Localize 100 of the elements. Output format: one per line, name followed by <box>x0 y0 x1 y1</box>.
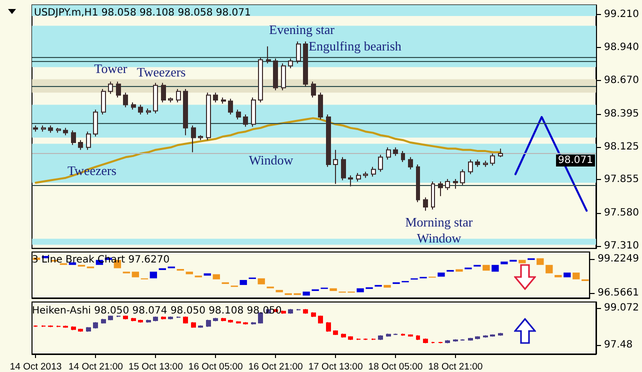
y-tick-label: 97.310 <box>604 240 640 252</box>
y-tick-label: 99.072 <box>604 302 640 314</box>
annotation: Tweezers <box>136 64 186 80</box>
candlestick <box>453 178 458 190</box>
candlestick <box>183 316 188 324</box>
candlestick <box>468 337 473 342</box>
bar <box>500 262 508 264</box>
bar <box>212 274 220 280</box>
annotation: Morning star <box>405 214 474 230</box>
ref-line-label: 98.071 <box>558 154 594 166</box>
candlestick <box>490 152 495 166</box>
candlestick <box>281 310 286 314</box>
annotation: Window <box>248 152 294 168</box>
candlestick <box>206 92 211 141</box>
candlestick <box>438 180 443 197</box>
x-tick-label: 14 Oct 21:00 <box>68 362 123 372</box>
candlestick <box>71 326 76 331</box>
bar <box>330 288 337 291</box>
candlestick <box>445 340 450 344</box>
y-tick-label: 98.395 <box>604 108 640 120</box>
candlestick <box>86 131 91 150</box>
candlestick <box>213 317 218 322</box>
y-tick-label: 99.2249 <box>598 253 640 264</box>
candlestick <box>333 149 338 184</box>
bar <box>536 258 544 265</box>
candlestick <box>236 109 241 120</box>
candlestick <box>123 315 128 320</box>
candlestick <box>378 154 383 172</box>
bar <box>546 264 553 274</box>
candlestick <box>363 171 368 178</box>
candlestick <box>393 333 398 336</box>
candlestick <box>161 82 166 103</box>
candlestick <box>318 92 323 120</box>
candlestick <box>453 338 458 342</box>
bar <box>132 272 140 278</box>
y-tick-label: 97.855 <box>604 174 640 186</box>
candlestick <box>48 125 53 134</box>
candlestick <box>138 319 143 324</box>
candlestick <box>401 333 405 336</box>
candlestick <box>221 317 226 322</box>
candlestick <box>258 56 263 103</box>
bar <box>150 272 158 278</box>
candlestick <box>48 324 53 328</box>
candlestick <box>475 159 480 168</box>
candlestick <box>498 332 503 336</box>
candlestick <box>198 324 203 328</box>
candlestick <box>56 325 61 328</box>
chart-title: USDJPY.m,H1 98.058 98.108 98.058 98.071 <box>34 8 251 18</box>
candlestick <box>483 334 488 338</box>
candlestick <box>236 320 241 324</box>
candlestick <box>93 322 98 329</box>
candlestick <box>116 81 121 98</box>
candlestick <box>431 180 435 210</box>
candlestick <box>251 97 256 128</box>
candlestick <box>288 308 293 314</box>
candlestick <box>378 334 383 340</box>
candlestick <box>371 166 376 178</box>
candlestick <box>146 108 151 116</box>
candlestick <box>243 322 248 325</box>
candlestick <box>386 333 391 338</box>
bar <box>492 264 499 272</box>
y-tick-label: 99.210 <box>604 9 640 20</box>
candlestick <box>318 315 323 324</box>
x-tick-label: 15 Oct 13:00 <box>128 362 183 372</box>
candlestick <box>198 134 203 141</box>
candlestick <box>153 316 158 322</box>
candlestick <box>168 97 173 103</box>
bar <box>258 278 265 284</box>
candlestick <box>333 330 338 336</box>
annotation: Engulfing bearish <box>308 38 402 54</box>
candlestick <box>408 334 413 338</box>
candlestick <box>386 146 391 160</box>
candlestick <box>63 127 68 136</box>
candlestick <box>311 312 316 318</box>
candlestick <box>445 178 450 191</box>
candlestick <box>423 196 428 212</box>
y-tick-label: 97.580 <box>604 208 640 219</box>
bar <box>384 284 391 288</box>
candlestick <box>108 81 113 94</box>
candlestick <box>468 159 473 175</box>
candlestick <box>326 322 331 332</box>
candlestick <box>78 328 83 332</box>
candlestick <box>243 114 248 128</box>
candlestick <box>168 316 173 320</box>
candlestick <box>423 338 428 344</box>
candlestick <box>273 58 278 91</box>
bar <box>186 272 193 274</box>
bar <box>438 272 445 277</box>
candlestick <box>251 322 256 325</box>
candlestick <box>266 46 271 64</box>
candlestick <box>33 324 38 328</box>
x-tick-label: 18 Oct 05:00 <box>368 362 423 372</box>
candlestick <box>63 325 68 328</box>
candlestick <box>221 97 226 104</box>
x-tick-label: 16 Oct 21:00 <box>248 362 303 372</box>
candlestick <box>153 82 158 114</box>
candlestick <box>341 333 346 338</box>
candlestick <box>303 41 308 88</box>
candlestick <box>138 104 143 116</box>
line-series <box>34 117 502 184</box>
